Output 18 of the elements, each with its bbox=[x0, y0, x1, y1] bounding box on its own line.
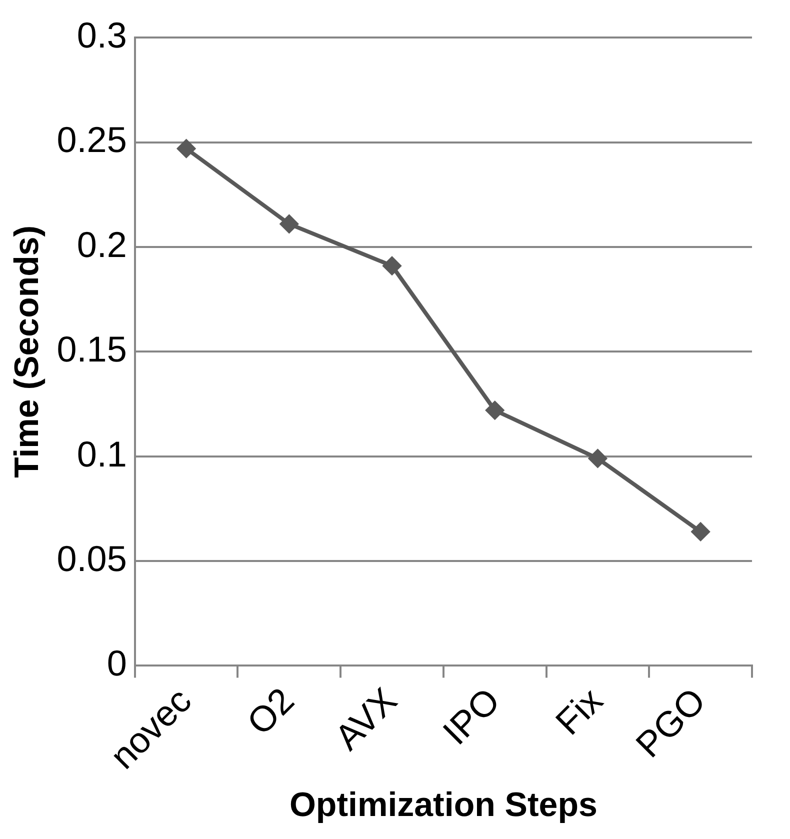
x-tick-label: IPO bbox=[434, 680, 508, 753]
point bbox=[177, 140, 196, 158]
y-tick-label: 0 bbox=[106, 642, 127, 684]
y-tick-label: 0.05 bbox=[56, 538, 127, 579]
y-tick-label: 0.2 bbox=[76, 224, 127, 265]
x-axis-title: Optimization Steps bbox=[289, 786, 598, 824]
point bbox=[692, 522, 710, 541]
x-tick-label: Fix bbox=[547, 680, 610, 743]
point bbox=[280, 214, 298, 233]
point bbox=[588, 449, 607, 468]
y-tick-label: 0.3 bbox=[76, 14, 127, 56]
x-tick-label: O2 bbox=[238, 680, 302, 743]
point bbox=[383, 256, 402, 275]
point bbox=[486, 401, 504, 420]
y-tick-label: 0.25 bbox=[56, 119, 127, 160]
y-axis-title: Time (Seconds) bbox=[8, 225, 46, 478]
y-tick-label: 0.1 bbox=[76, 433, 127, 474]
y-tick-label: 0.15 bbox=[56, 328, 127, 370]
